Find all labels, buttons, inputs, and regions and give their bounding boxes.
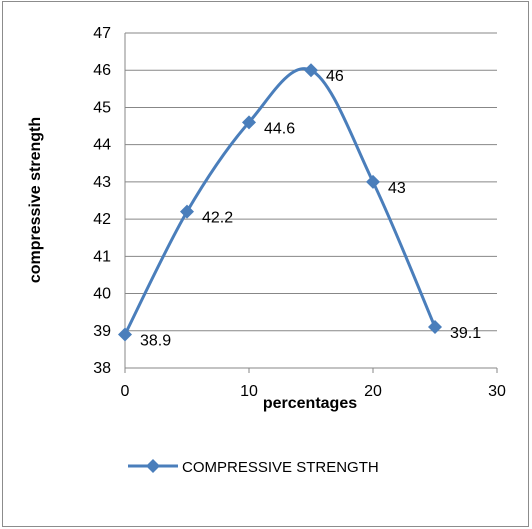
legend-diamond-marker — [146, 459, 160, 473]
y-tick-label: 43 — [93, 174, 111, 191]
y-tick-label: 46 — [93, 62, 111, 79]
data-label: 38.9 — [140, 333, 171, 350]
tick-labels: 38 39 40 41 42 43 44 45 46 47 0 10 20 30 — [93, 25, 506, 400]
x-tick-label: 30 — [488, 383, 506, 400]
x-axis-title: percentages — [263, 395, 357, 412]
y-tick-label: 40 — [93, 286, 111, 303]
y-tick-label: 41 — [93, 248, 111, 265]
data-label: 39.1 — [450, 325, 481, 342]
y-tick-label: 38 — [93, 360, 111, 377]
series-line-compressive-strength — [123, 67, 437, 336]
y-axis-title: compressive strength — [27, 117, 44, 283]
x-tick-label: 10 — [240, 383, 258, 400]
data-labels: 38.9 42.2 44.6 46 43 39.1 — [140, 68, 481, 349]
y-tick-label: 45 — [93, 99, 111, 116]
y-tick-label: 47 — [93, 25, 111, 42]
y-tick-label: 39 — [93, 323, 111, 340]
axes — [124, 33, 498, 373]
x-tick-label: 20 — [364, 383, 382, 400]
series-layer — [118, 63, 442, 342]
data-point-marker — [118, 327, 132, 342]
legend-label: COMPRESSIVE STRENGTH — [182, 459, 379, 476]
data-point-marker — [428, 320, 442, 335]
data-point-marker — [180, 204, 194, 219]
gridlines — [125, 32, 497, 332]
legend: COMPRESSIVE STRENGTH — [128, 459, 379, 476]
data-point-marker — [304, 63, 318, 78]
x-tick-label: 0 — [121, 383, 130, 400]
data-point-marker — [242, 115, 256, 130]
data-label: 43 — [388, 180, 406, 197]
data-label: 42.2 — [202, 210, 233, 227]
data-label: 44.6 — [264, 120, 295, 137]
y-tick-label: 42 — [93, 211, 111, 228]
data-label: 46 — [326, 68, 344, 85]
y-tick-label: 44 — [93, 137, 111, 154]
data-point-marker — [366, 174, 380, 189]
